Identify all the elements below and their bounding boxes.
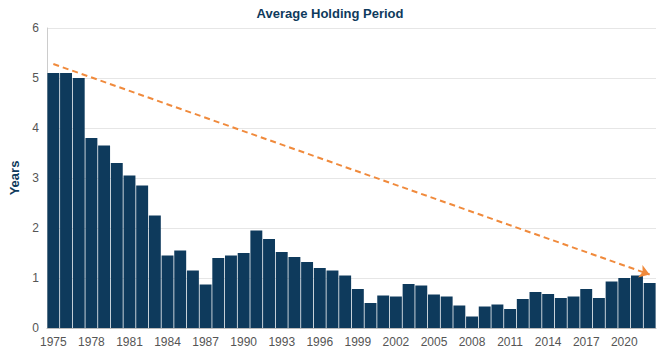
svg-text:6: 6 [32, 21, 39, 35]
svg-text:1990: 1990 [230, 335, 257, 349]
svg-text:0: 0 [32, 321, 39, 335]
svg-text:Years: Years [7, 161, 22, 196]
svg-text:1981: 1981 [116, 335, 143, 349]
svg-text:2005: 2005 [421, 335, 448, 349]
svg-text:1978: 1978 [78, 335, 105, 349]
svg-text:2014: 2014 [535, 335, 562, 349]
svg-text:1999: 1999 [344, 335, 371, 349]
svg-text:1984: 1984 [154, 335, 181, 349]
svg-text:2002: 2002 [383, 335, 410, 349]
svg-text:Average Holding Period: Average Holding Period [257, 6, 404, 21]
svg-text:2020: 2020 [611, 335, 638, 349]
svg-text:2: 2 [32, 221, 39, 235]
svg-text:2011: 2011 [497, 335, 523, 349]
svg-text:3: 3 [32, 171, 39, 185]
svg-text:1996: 1996 [306, 335, 333, 349]
svg-text:1: 1 [32, 271, 39, 285]
svg-text:1993: 1993 [268, 335, 295, 349]
svg-text:2008: 2008 [459, 335, 486, 349]
svg-text:2017: 2017 [573, 335, 600, 349]
svg-text:1987: 1987 [192, 335, 219, 349]
svg-text:5: 5 [32, 71, 39, 85]
svg-text:1975: 1975 [40, 335, 67, 349]
svg-text:4: 4 [32, 121, 39, 135]
